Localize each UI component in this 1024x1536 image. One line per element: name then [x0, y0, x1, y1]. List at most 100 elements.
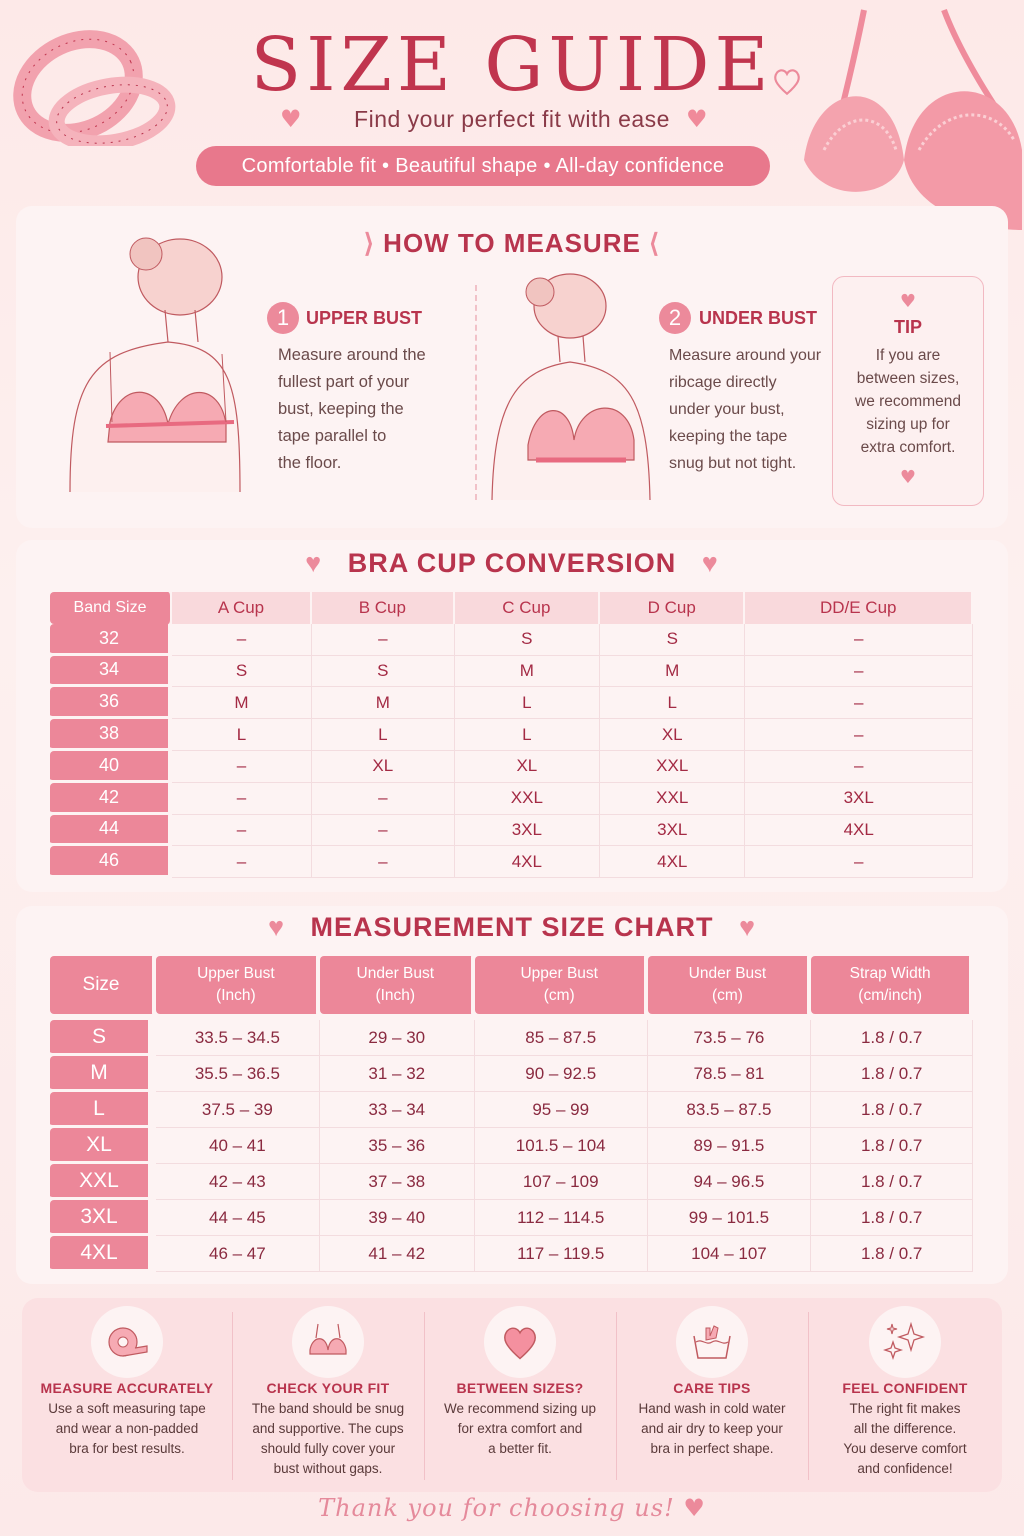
- table-header-row: Size Upper Bust (Inch) Under Bust (Inch) U…: [50, 956, 973, 1014]
- step-2-text: Measure around your ribcage directly und…: [669, 342, 821, 477]
- text-line: tape parallel to: [278, 427, 387, 445]
- table-cell: –: [172, 782, 312, 815]
- table-row: S 33.5 – 34.5 29 – 30 85 – 87.5 73.5 – 76 1.8…: [50, 1020, 973, 1056]
- text-line: (Inch): [216, 987, 256, 1004]
- measuring-tape-decoration: [13, 30, 176, 146]
- table-row: 3XL 44 – 45 39 – 40 112 – 114.5 99 – 101.5 1.…: [50, 1200, 973, 1236]
- tips-panel: MEASURE ACCURATELY Use a soft measuring …: [22, 1298, 1002, 1492]
- text-line: should fully cover your: [260, 1441, 396, 1456]
- woman-under-bust-illustration: [491, 273, 651, 501]
- column-header: B Cup: [311, 592, 455, 624]
- tip-check-fit: CHECK YOUR FIT The band should be snug an…: [232, 1298, 424, 1492]
- table-cell: 4XL: [600, 846, 746, 879]
- table-row: XL 40 – 41 35 – 36 101.5 – 104 89 – 91.5 1.8 …: [50, 1128, 973, 1164]
- table-cell: 33 – 34: [319, 1092, 475, 1128]
- text-line: the floor.: [278, 454, 342, 472]
- table-cell: 37.5 – 39: [156, 1092, 320, 1128]
- table-cell: M: [600, 655, 746, 688]
- table-cell: S: [172, 655, 312, 688]
- table-cell: L: [311, 719, 455, 751]
- table-header-row: Band Size A Cup B Cup C Cup D Cup DD/E C…: [50, 592, 973, 624]
- step-divider: [475, 285, 477, 500]
- tip-measure-accurately: MEASURE ACCURATELY Use a soft measuring …: [22, 1298, 232, 1492]
- table-cell: 29 – 30: [319, 1020, 475, 1056]
- table-cell: 46 – 47: [156, 1236, 320, 1272]
- text-line: all the difference.: [853, 1421, 957, 1436]
- column-header: A Cup: [172, 592, 312, 624]
- how-to-measure-title: ⟩ HOW TO MEASURE ⟨: [0, 228, 1024, 259]
- table-cell: 4XL: [50, 1236, 156, 1272]
- column-header: Size: [50, 956, 156, 1014]
- step-1-text: Measure around the fullest part of your …: [278, 342, 426, 477]
- table-cell: –: [745, 623, 973, 656]
- table-cell: 90 – 92.5: [474, 1056, 648, 1092]
- table-cell: 1.8 / 0.7: [811, 1020, 973, 1056]
- text-line: bra for best results.: [69, 1441, 185, 1456]
- text-line: HOW TO MEASURE: [383, 228, 641, 258]
- table-cell: –: [745, 846, 973, 879]
- heart-icon: [504, 1327, 536, 1360]
- heart-outline-icon: [774, 69, 800, 96]
- table-cell: M: [172, 687, 312, 720]
- heart-icon: ♥: [686, 105, 708, 133]
- bra-icon: [309, 1323, 347, 1355]
- table-cell: 39 – 40: [319, 1200, 475, 1236]
- table-cell: 4XL: [454, 846, 601, 879]
- step-1-badge: 1: [267, 302, 299, 334]
- text-line: Upper Bust: [520, 965, 598, 982]
- table-cell: 35 – 36: [319, 1128, 475, 1164]
- thank-you-footer: Thank you for choosing us! ♥: [0, 1494, 1024, 1522]
- column-header: Under Bust (Inch): [319, 956, 475, 1014]
- step-2-title: UNDER BUST: [699, 308, 818, 328]
- table-cell: XXL: [600, 750, 746, 783]
- heart-icon: ♥: [739, 912, 757, 942]
- table-cell: XL: [311, 750, 455, 783]
- table-cell: –: [745, 750, 973, 783]
- table-cell: 73.5 – 76: [647, 1020, 812, 1056]
- divider: [808, 1312, 809, 1480]
- measurement-chart-title: ♥ MEASUREMENT SIZE CHART ♥: [0, 912, 1024, 943]
- table-cell: L: [454, 719, 601, 751]
- step-1-title: UPPER BUST: [306, 308, 423, 328]
- text-line: keeping the tape: [669, 428, 788, 445]
- table-cell: –: [311, 846, 455, 879]
- column-header: Band Size: [50, 592, 172, 624]
- table-cell: XXL: [50, 1164, 156, 1200]
- text-line: a better fit.: [488, 1441, 552, 1456]
- table-cell: 40: [50, 750, 172, 783]
- table-row: 4XL 46 – 47 41 – 42 117 – 119.5 104 – 107 1.8…: [50, 1236, 973, 1272]
- table-cell: 85 – 87.5: [474, 1020, 648, 1056]
- table-row: 32– – S S –: [50, 623, 973, 656]
- column-header: Upper Bust (cm): [474, 956, 648, 1014]
- text-line: and air dry to keep your: [641, 1421, 783, 1436]
- table-cell: M: [50, 1056, 156, 1092]
- text-line: We recommend sizing up: [443, 1401, 597, 1416]
- table-cell: 89 – 91.5: [647, 1128, 812, 1164]
- table-cell: –: [745, 719, 973, 751]
- column-header: DD/E Cup: [745, 592, 973, 624]
- text-line: The right fit makes: [849, 1401, 961, 1416]
- text-line: Measure around your: [669, 347, 822, 364]
- text-line: (cm): [543, 987, 575, 1004]
- text-line: Under Bust: [688, 965, 767, 982]
- table-cell: 1.8 / 0.7: [811, 1056, 973, 1092]
- table-cell: 83.5 – 87.5: [647, 1092, 812, 1128]
- measurement-chart-table: Size Upper Bust (Inch) Under Bust (Inch) U…: [50, 956, 973, 1272]
- table-cell: 1.8 / 0.7: [811, 1092, 973, 1128]
- text-line: Thank you for choosing us!: [318, 1494, 675, 1522]
- table-cell: 38: [50, 719, 172, 751]
- page-title: SIZE GUIDE: [250, 22, 774, 108]
- table-cell: 78.5 – 81: [647, 1056, 812, 1092]
- heart-icon: ♥: [280, 105, 302, 133]
- table-cell: 40 – 41: [156, 1128, 320, 1164]
- table-cell: 3XL: [745, 782, 973, 815]
- table-row: M 35.5 – 36.5 31 – 32 90 – 92.5 78.5 – 81 1.8…: [50, 1056, 973, 1092]
- table-cell: 1.8 / 0.7: [811, 1164, 973, 1200]
- table-cell: M: [454, 655, 601, 688]
- tip-box: ♥ TIP If you are between sizes, we recom…: [832, 276, 984, 506]
- text-line: ribcage directly: [669, 374, 777, 391]
- sparkles-icon: [883, 1321, 926, 1361]
- text-line: bra in perfect shape.: [650, 1441, 774, 1456]
- table-cell: 1.8 / 0.7: [811, 1236, 973, 1272]
